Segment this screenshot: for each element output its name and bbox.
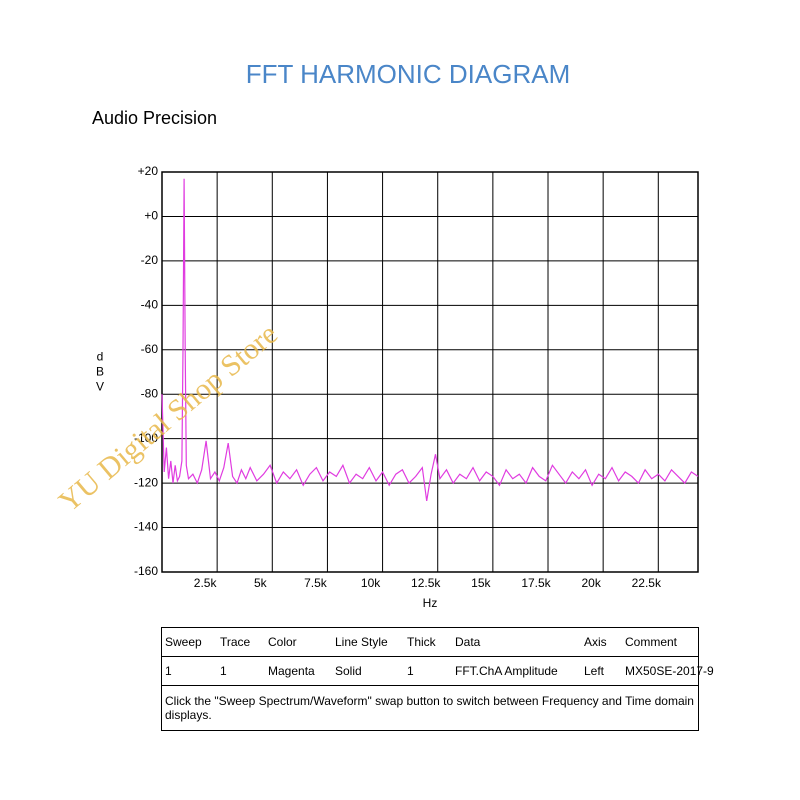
x-tick-label: 20k: [581, 576, 601, 590]
y-tick-label: -140: [134, 520, 158, 534]
table-row: 1 1 Magenta Solid 1 FFT.ChA Amplitude Left MX50…: [162, 657, 714, 686]
chart-title: FFT HARMONIC DIAGRAM: [246, 59, 571, 89]
legend-table: Sweep Trace Color Line Style Thick Data Axis Co…: [161, 627, 714, 731]
y-tick-label: +20: [138, 164, 159, 178]
chart-subtitle: Audio Precision: [92, 108, 217, 128]
plot-frame: [161, 171, 699, 573]
table-cell: Color: [268, 635, 297, 649]
table-cell: Thick: [407, 635, 436, 649]
table-cell: Axis: [584, 635, 607, 649]
y-tick-label: -100: [134, 431, 158, 445]
table-cell: Comment: [625, 635, 678, 649]
y-tick-label: -80: [141, 386, 159, 400]
table-cell: Magenta: [268, 664, 315, 678]
table-cell: 1: [165, 664, 172, 678]
table-cell: Data: [455, 635, 481, 649]
x-tick-label: 22.5k: [632, 576, 662, 590]
y-tick-label: -20: [141, 253, 159, 267]
y-tick-label: -120: [134, 475, 158, 489]
y-tick-label: -40: [141, 298, 159, 312]
table-cell: Left: [584, 664, 605, 678]
table-note: Click the "Sweep Spectrum/Waveform" swap…: [165, 694, 694, 722]
chart: FFT HARMONIC DIAGRAM Audio Precision Hz …: [53, 59, 699, 610]
y-tick-label: +0: [144, 209, 158, 223]
table-cell: Line Style: [335, 635, 388, 649]
table-cell: Solid: [335, 664, 362, 678]
y-tick-label: -60: [141, 342, 159, 356]
x-axis-label: Hz: [423, 596, 438, 610]
x-tick-label: 12.5k: [411, 576, 441, 590]
table-cell: Sweep: [165, 635, 202, 649]
x-tick-label: 17.5k: [521, 576, 551, 590]
table-cell: FFT.ChA Amplitude: [455, 664, 558, 678]
x-tick-label: 7.5k: [304, 576, 328, 590]
series-line: [161, 178, 699, 501]
table-header: Sweep Trace Color Line Style Thick Data Axis Co…: [162, 628, 698, 657]
table-cell: 1: [407, 664, 414, 678]
table-cell: Trace: [220, 635, 251, 649]
x-tick-label: 2.5k: [194, 576, 218, 590]
table-cell: 1: [220, 664, 227, 678]
table-cell: MX50SE-2017-9: [625, 664, 714, 678]
x-tick-label: 10k: [361, 576, 381, 590]
y-axis-label: dBV: [93, 350, 107, 395]
plot-area: [162, 172, 698, 572]
y-tick-label: -160: [134, 564, 158, 578]
x-tick-label: 15k: [471, 576, 491, 590]
x-tick-label: 5k: [254, 576, 268, 590]
